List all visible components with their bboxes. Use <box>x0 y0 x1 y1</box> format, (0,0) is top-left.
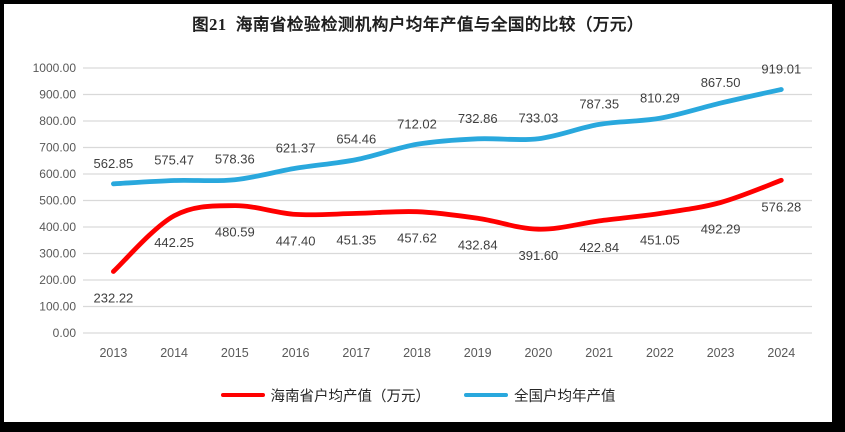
x-axis-tick-label: 2018 <box>403 346 431 360</box>
chart-legend: 海南省户均产值（万元） 全国户均年产值 <box>4 385 832 405</box>
x-axis-tick-label: 2024 <box>767 346 795 360</box>
y-axis-tick-label: 0.00 <box>53 326 77 340</box>
x-axis-tick-label: 2021 <box>585 346 613 360</box>
y-axis-tick-label: 400.00 <box>39 220 76 234</box>
legend-label-hainan: 海南省户均产值（万元） <box>270 388 431 405</box>
y-axis-tick-label: 600.00 <box>39 167 76 181</box>
data-label-national: 919.01 <box>761 62 801 77</box>
data-label-hainan: 422.84 <box>579 240 619 255</box>
data-label-national: 654.46 <box>336 132 376 147</box>
x-axis-tick-label: 2016 <box>282 346 310 360</box>
series-line-national <box>111 87 784 187</box>
y-axis-tick-label: 800.00 <box>39 114 76 128</box>
x-axis-tick-label: 2022 <box>646 346 674 360</box>
y-axis-tick-label: 500.00 <box>39 194 76 208</box>
data-label-hainan: 492.29 <box>701 222 741 237</box>
data-label-hainan: 457.62 <box>397 231 437 246</box>
data-label-national: 712.02 <box>397 116 437 131</box>
chart-title: 图21 海南省检验检测机构户均年产值与全国的比较（万元） <box>192 15 644 34</box>
x-axis-tick-label: 2020 <box>524 346 552 360</box>
legend-label-national: 全国户均年产值 <box>514 388 616 405</box>
data-label-hainan: 232.22 <box>94 291 134 306</box>
data-label-national: 732.86 <box>458 111 498 126</box>
data-label-national: 562.85 <box>94 156 134 171</box>
data-label-national: 867.50 <box>701 75 741 90</box>
data-label-national: 810.29 <box>640 90 680 105</box>
y-axis-tick-label: 300.00 <box>39 247 76 261</box>
data-label-hainan: 391.60 <box>519 248 559 263</box>
legend-item-hainan: 海南省户均产值（万元） <box>220 385 431 406</box>
data-label-national: 733.03 <box>519 111 559 126</box>
data-label-hainan: 442.25 <box>154 235 194 250</box>
x-axis-tick-label: 2015 <box>221 346 249 360</box>
data-label-national: 575.47 <box>154 153 194 168</box>
x-axis-tick-label: 2017 <box>342 346 370 360</box>
y-axis-tick-label: 1000.00 <box>33 61 77 75</box>
data-label-hainan: 576.28 <box>761 199 801 214</box>
legend-line-swatch-national <box>464 392 508 398</box>
data-label-hainan: 432.84 <box>458 237 498 252</box>
y-axis-tick-label: 700.00 <box>39 141 76 155</box>
x-axis-tick-label: 2019 <box>464 346 492 360</box>
x-axis-tick-label: 2013 <box>99 346 127 360</box>
series-line-hainan <box>111 177 784 274</box>
y-axis-tick-label: 100.00 <box>39 300 76 314</box>
data-label-national: 787.35 <box>579 96 619 111</box>
x-axis-tick-label: 2023 <box>707 346 735 360</box>
y-axis-tick-label: 900.00 <box>39 88 76 102</box>
data-label-national: 578.36 <box>215 152 255 167</box>
data-label-hainan: 480.59 <box>215 225 255 240</box>
legend-item-national: 全国户均年产值 <box>464 385 616 406</box>
data-label-hainan: 447.40 <box>276 233 316 248</box>
x-axis-tick-label: 2014 <box>160 346 188 360</box>
data-label-hainan: 451.05 <box>640 233 680 248</box>
data-label-national: 621.37 <box>276 140 316 155</box>
data-label-hainan: 451.35 <box>336 232 376 247</box>
y-axis-tick-label: 200.00 <box>39 273 76 287</box>
legend-line-swatch-hainan <box>220 392 265 398</box>
